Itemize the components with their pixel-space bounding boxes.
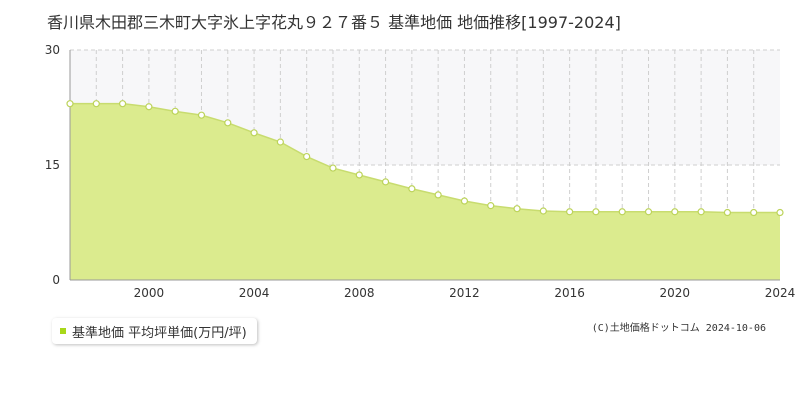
x-tick-label: 2024	[765, 286, 796, 300]
x-tick-label: 2020	[660, 286, 691, 300]
data-point	[197, 111, 206, 119]
data-point	[381, 178, 390, 186]
y-tick-label: 0	[52, 273, 60, 287]
y-tick-label: 30	[45, 43, 60, 57]
data-point	[592, 208, 600, 216]
data-points	[66, 100, 784, 217]
legend-marker	[60, 328, 66, 334]
y-tick-label: 15	[45, 158, 60, 172]
x-tick-label: 2012	[449, 286, 480, 300]
data-point	[513, 205, 521, 213]
data-point	[618, 208, 626, 216]
data-point	[434, 191, 442, 199]
data-point	[355, 171, 363, 179]
data-point	[644, 208, 653, 216]
data-point	[723, 208, 732, 217]
data-point	[408, 185, 416, 193]
data-point	[750, 208, 758, 217]
data-point	[145, 103, 153, 111]
series-line	[70, 102, 780, 214]
data-point	[276, 138, 284, 146]
data-point	[776, 208, 784, 217]
legend: 基準地価 平均坪単価(万円/坪)	[52, 318, 257, 344]
data-point	[171, 107, 179, 115]
data-point	[566, 208, 574, 216]
data-point	[250, 129, 258, 137]
data-point	[92, 100, 100, 108]
data-point	[539, 207, 547, 215]
x-tick-label: 2000	[134, 286, 165, 300]
data-point	[118, 100, 127, 108]
credit-text: (C)土地価格ドットコム 2024-10-06	[591, 323, 766, 334]
legend-label: 基準地価 平均坪単価(万円/坪)	[72, 325, 247, 341]
data-point	[487, 202, 495, 210]
data-point	[671, 208, 679, 216]
data-point	[329, 164, 337, 172]
data-point	[460, 197, 469, 205]
x-tick-label: 2016	[554, 286, 585, 300]
data-point	[224, 119, 232, 127]
data-point	[66, 100, 74, 108]
data-point	[303, 152, 311, 161]
chart-title: 香川県木田郡三木町大字氷上字花丸９２７番５ 基準地価 地価推移[1997-202…	[47, 13, 621, 32]
x-tick-label: 2004	[239, 286, 270, 300]
x-tick-label: 2008	[344, 286, 375, 300]
data-point	[697, 208, 705, 216]
tick-labels: 0 15 30 2000 2004 2008 2012 2016 2020 2024	[45, 43, 796, 300]
axes	[69, 50, 780, 281]
area-layer	[70, 102, 780, 281]
